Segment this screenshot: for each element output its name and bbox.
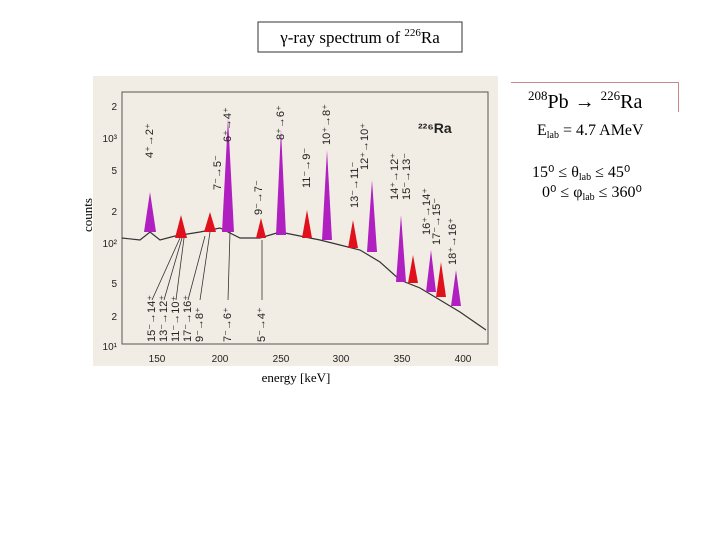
product-mass: 226 (601, 88, 621, 103)
transition-label: 11⁻→10⁺ (170, 296, 182, 342)
phi: 0⁰ ≤ φ (542, 184, 582, 201)
y-tick-label: 2 (111, 102, 117, 113)
x-tick-label: 350 (394, 354, 411, 365)
plot-frame (121, 91, 489, 345)
theta-end: ≤ 45⁰ (591, 164, 630, 181)
transition-label: 15⁻→14⁺ (146, 295, 158, 342)
title-text: γ-ray spectrum of (279, 28, 404, 47)
transition-label: 13⁻→11⁻ (349, 162, 361, 208)
product: Ra (620, 91, 642, 113)
transition-label: 12⁺→10⁺ (359, 123, 371, 170)
projectile: Pb (548, 91, 569, 113)
peaks-odd (175, 210, 446, 297)
y-tick-label: 10³ (103, 134, 118, 145)
transition-label: 15⁻→13⁻ (401, 153, 413, 200)
title-box (257, 21, 463, 53)
title-mass: 226 (404, 27, 421, 39)
transition-label: 9⁻→7⁻ (253, 180, 265, 215)
reaction: 208Pb → 226Ra (528, 88, 642, 113)
theta-sub: lab (579, 172, 591, 183)
x-tick-label: 400 (455, 354, 472, 365)
transition-label: 14⁺→12⁺ (389, 153, 401, 200)
transition-label: 6⁺→4⁺ (222, 107, 234, 142)
title-element: Ra (421, 28, 440, 47)
arrow: → (575, 91, 595, 113)
y-tick-label: 2 (111, 207, 117, 218)
y-tick-label: 10¹ (103, 342, 118, 353)
figure-background (93, 76, 498, 366)
phi-end: ≤ 360⁰ (595, 184, 642, 201)
x-tick-label: 300 (333, 354, 350, 365)
title: γ-ray spectrum of 226Ra (279, 27, 440, 47)
transition-label: 9⁻→8⁺ (194, 307, 206, 342)
transition-label: 11⁻→9⁻ (301, 148, 313, 188)
y-axis-label: counts (80, 198, 95, 232)
transition-label: 4⁺→2⁺ (144, 123, 156, 158)
box-side (678, 82, 679, 112)
y-tick-label: 5 (111, 279, 117, 290)
transition-label: 13⁻→12⁺ (158, 295, 170, 342)
y-tick-label: 5 (111, 166, 117, 177)
box-top (511, 82, 679, 83)
transition-label: 5⁻→4⁺ (256, 307, 268, 342)
y-tick-label: 2 (111, 312, 117, 323)
peaks-even (144, 118, 461, 306)
projectile-mass: 208 (528, 88, 548, 103)
transition-label: 7⁻→6⁺ (222, 307, 234, 342)
transition-label: 7⁻→5⁻ (212, 155, 224, 190)
energy: Elab = 4.7 AMeV (537, 122, 644, 141)
energy-sub: lab (547, 130, 559, 141)
transition-label: 16⁺→14⁺ (421, 188, 433, 235)
transition-label: 8⁺→6⁺ (275, 105, 287, 140)
transition-pointers (151, 231, 263, 301)
transition-label: 18⁺→16⁺ (447, 218, 459, 265)
nucleus-label: ²²⁶Ra (418, 120, 452, 136)
energy-value: = 4.7 AMeV (559, 122, 644, 139)
spectrum-figure: 2 10³ 5 2 10² 5 2 10¹ 150 200 250 300 350 400 4⁺→2⁺ 6… (93, 76, 498, 366)
phi-range: 0⁰ ≤ φlab ≤ 360⁰ (542, 184, 642, 203)
x-tick-label: 200 (212, 354, 229, 365)
x-tick-label: 250 (273, 354, 290, 365)
transition-label: 17⁻→15⁻ (431, 198, 443, 245)
theta-range: 15⁰ ≤ θlab ≤ 45⁰ (532, 164, 630, 183)
x-tick-label: 150 (149, 354, 166, 365)
y-tick-label: 10² (103, 239, 118, 250)
theta: 15⁰ ≤ θ (532, 164, 579, 181)
energy-symbol: E (537, 122, 547, 139)
spectrum-line (121, 227, 487, 331)
x-axis-label: energy [keV] (262, 370, 331, 385)
transition-label: 17⁻→16⁺ (182, 295, 194, 342)
transition-label: 10⁺→8⁺ (321, 104, 333, 145)
phi-sub: lab (582, 192, 594, 203)
